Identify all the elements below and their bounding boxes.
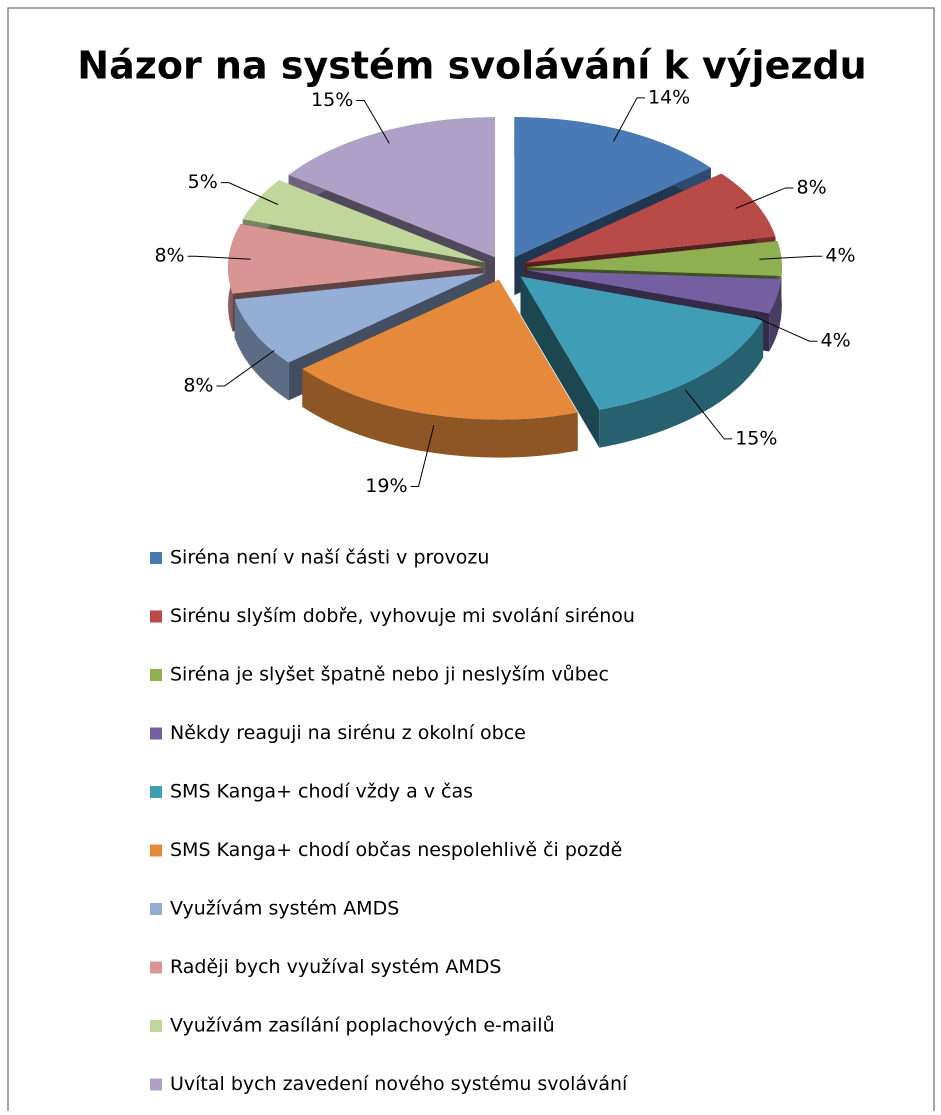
leader-line: [613, 97, 645, 142]
legend-label: Uvítal bych zavedení nového systému svol…: [170, 1073, 628, 1095]
legend-swatch: [150, 1078, 162, 1091]
legend-swatch: [150, 961, 162, 974]
legend-swatch: [150, 669, 162, 681]
labels: 14% 8% 4% 4% 15% 19% 8% 8% 5% 15%: [154, 86, 855, 497]
leader-line: [356, 99, 390, 144]
slice-side: [302, 368, 578, 458]
legend: Siréna není v naší části v provozu Sirénu…: [150, 547, 635, 1095]
slice: [234, 273, 486, 363]
slice: [526, 270, 782, 314]
slice: [302, 279, 578, 420]
slice-side: [234, 299, 289, 401]
legend-label: SMS Kanga+ chodí vždy a v čas: [170, 781, 473, 803]
slice-side: [599, 319, 764, 448]
leader-line: [735, 187, 794, 209]
legend-swatch: [150, 552, 162, 564]
leader-line: [684, 389, 733, 440]
leader-line: [216, 349, 275, 387]
data-label: 15%: [311, 89, 353, 111]
legend-label: SMS Kanga+ chodí občas nespolehlivě či p…: [170, 839, 622, 861]
leader-line: [759, 255, 823, 260]
legend-label: Sirénu slyším dobře, vyhovuje mi svolání…: [170, 605, 635, 627]
slice: [288, 117, 496, 258]
legend-swatch: [150, 727, 162, 740]
legend-swatch: [150, 1020, 162, 1032]
data-label: 14%: [648, 86, 690, 108]
slice: [520, 276, 764, 410]
leader-line: [410, 425, 435, 488]
legend-label: Využívám zasílání poplachových e-mailů: [170, 1015, 555, 1037]
leader-line: [220, 182, 279, 205]
data-label: 4%: [825, 245, 855, 267]
data-label: 8%: [183, 375, 213, 397]
legend-swatch: [150, 903, 162, 915]
legend-swatch: [150, 610, 162, 623]
data-label: 5%: [188, 171, 218, 193]
legend-swatch: [150, 844, 162, 857]
legend-label: Někdy reaguji na sirénu z okolní obce: [170, 722, 526, 744]
data-label: 19%: [365, 475, 407, 497]
slice: [514, 117, 711, 258]
chart-title: Názor na systém svolávání k výjezdu: [77, 44, 866, 88]
legend-label: Siréna je slyšet špatně nebo ji neslyším…: [170, 664, 609, 686]
data-label: 15%: [735, 427, 777, 449]
legend-label: Raději bych využíval systém AMDS: [170, 956, 501, 978]
pie: [228, 117, 782, 458]
slice: [242, 180, 486, 263]
slice: [228, 223, 484, 294]
leader-line: [755, 316, 818, 342]
slice-side: [769, 279, 782, 352]
legend-label: Siréna není v naší části v provozu: [170, 547, 489, 569]
data-label: 8%: [796, 176, 826, 198]
slice: [526, 241, 782, 277]
slice: [524, 173, 776, 263]
data-label: 4%: [821, 330, 851, 352]
slice-side: [520, 276, 600, 448]
data-label: 8%: [154, 245, 184, 267]
leader-line: [187, 255, 251, 260]
legend-swatch: [150, 786, 162, 798]
legend-label: Využívám systém AMDS: [170, 898, 399, 920]
